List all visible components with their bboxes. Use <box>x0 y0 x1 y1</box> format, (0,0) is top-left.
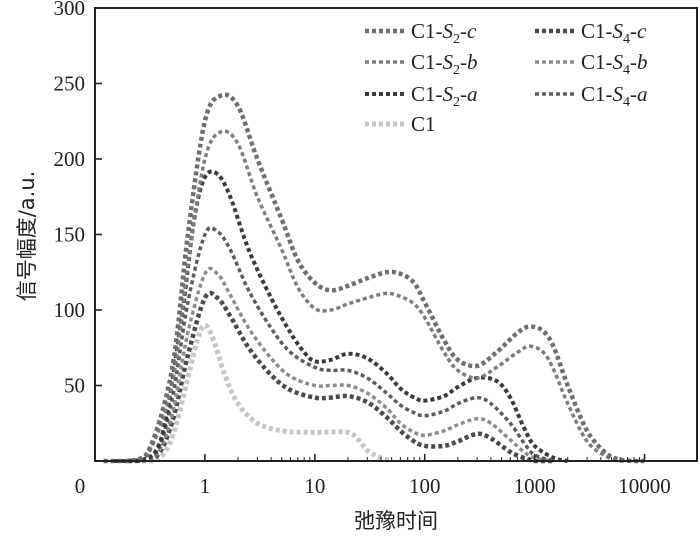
legend-label: C1-S2-b <box>411 50 478 78</box>
legend-item: C1-S4-a <box>535 82 648 110</box>
legend-item: C1-S2-b <box>365 50 478 78</box>
series-layer <box>103 92 645 464</box>
legend-label: C1-S4-a <box>581 82 648 110</box>
x-tick-label: 10000 <box>618 474 671 498</box>
series-line-c1-s2-c <box>103 92 645 464</box>
y-tick-label: 250 <box>54 72 86 96</box>
legend-label: C1-S2-c <box>411 19 477 47</box>
x-tick-label: 10 <box>304 474 325 498</box>
y-tick-label: 200 <box>54 147 86 171</box>
y-tick-label: 150 <box>54 223 86 247</box>
series-line-c1-s4-b <box>127 266 555 463</box>
y-tick-label: 50 <box>64 374 85 398</box>
x-tick-label: 1000 <box>514 474 556 498</box>
legend-item: C1-S4-b <box>535 50 648 78</box>
legend-item: C1 <box>365 112 436 136</box>
x-axis-title: 弛豫时间 <box>354 509 438 533</box>
series-line-c1-s2-a <box>114 169 569 463</box>
legend-label: C1-S2-a <box>411 82 478 110</box>
y-axis-title: 信号幅度/a.u. <box>15 171 39 302</box>
legend-item: C1-S2-a <box>365 82 478 110</box>
x-tick-label: 100 <box>409 474 441 498</box>
x-tick-label: 1 <box>200 474 211 498</box>
y-tick-label: 300 <box>54 0 86 20</box>
legend-label: C1-S4-b <box>581 50 648 78</box>
series-line-c1-s4-a <box>127 225 555 463</box>
series-line-c1-s2-b <box>103 129 645 463</box>
legend-item: C1-S2-c <box>365 19 477 47</box>
x-tick-label: 0 <box>75 474 86 498</box>
legend-item: C1-S4-c <box>535 19 647 47</box>
legend-label: C1-S4-c <box>581 19 647 47</box>
legend: C1-S2-c C1-S4-c C1-S2-b C1-S4-b C1-S2-a C1-S4… <box>365 19 648 136</box>
series-line-c1 <box>128 322 393 464</box>
plot-frame <box>94 7 698 462</box>
y-tick-label: 100 <box>54 298 86 322</box>
ticks-layer: 0 1 10 100 1000 10000 50 100 150 200 250 300 <box>54 0 671 498</box>
legend-label: C1 <box>411 112 436 136</box>
